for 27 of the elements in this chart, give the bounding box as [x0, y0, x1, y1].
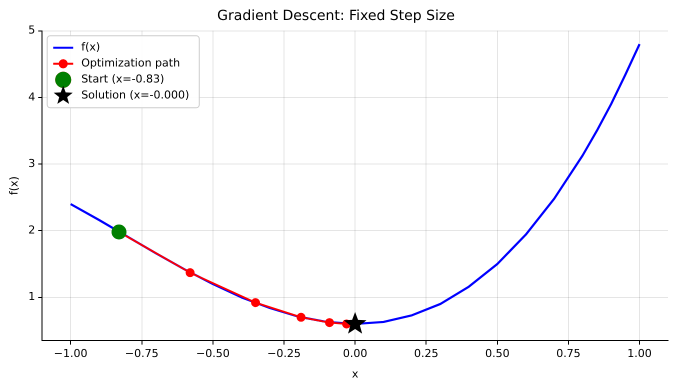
y-tick-label: 1: [28, 290, 36, 304]
x-tick-label: 0.00: [342, 347, 368, 360]
y-tick-label: 4: [28, 90, 36, 104]
x-tick-label: 0.25: [414, 347, 438, 360]
x-tick-label: −0.50: [196, 347, 230, 360]
x-tick-label: 1.00: [627, 347, 652, 360]
x-tick-label: 0.50: [485, 347, 510, 360]
y-axis-title: f(x): [7, 176, 20, 196]
point: [112, 224, 126, 240]
x-tick-label: −0.25: [267, 347, 301, 360]
y-tick-label: 3: [28, 156, 36, 170]
point: [186, 268, 195, 278]
legend-label: Start (x=-0.83): [81, 72, 164, 86]
point: [344, 312, 367, 334]
x-tick-label: −1.00: [54, 347, 88, 360]
point: [251, 298, 260, 308]
chart-title: Gradient Descent: Fixed Step Size: [217, 8, 455, 24]
point: [296, 312, 306, 322]
y-tick-label: 5: [28, 24, 36, 37]
legend-label: f(x): [81, 40, 100, 54]
x-axis-title: x: [352, 367, 359, 380]
x-tick-label: 0.75: [556, 347, 581, 360]
y-tick-label: 2: [28, 224, 36, 237]
point: [325, 318, 334, 328]
legend-label: Solution (x=-0.000): [81, 88, 190, 102]
legend-label: Optimization path: [81, 56, 180, 70]
x-tick-label: −0.75: [124, 347, 159, 360]
